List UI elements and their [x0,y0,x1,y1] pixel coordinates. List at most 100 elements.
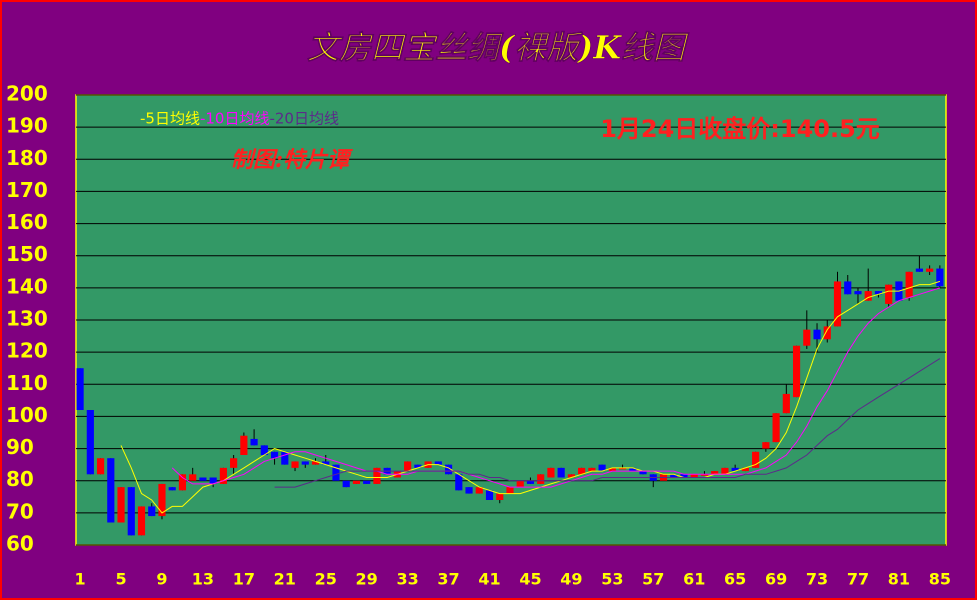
candle-body [485,490,494,500]
candle-body [281,451,289,465]
candle-body [803,329,811,346]
candle-body [260,445,268,455]
candle-body [608,467,616,472]
candle-body [230,458,238,468]
candle-body [96,458,105,475]
candle-body [557,467,565,478]
candle-body [301,461,309,465]
candle-body [588,467,596,472]
candle-body [823,326,831,340]
candle-body [711,471,719,475]
credit: 制图:特片谭 [231,147,354,173]
candle-body [874,291,883,295]
candle-body [598,464,606,472]
x-tick-label: 65 [724,570,746,589]
candle-body [721,467,729,475]
candle-body [578,467,586,475]
candle-body [444,464,453,475]
candle-body [199,477,207,481]
ma-line [274,358,941,488]
candle-body [373,467,381,484]
candle-body [434,461,442,465]
candle-body [854,291,862,295]
candle-body [905,271,913,298]
candle-body [86,410,94,475]
candle-body [455,474,463,491]
candle-body [148,506,156,517]
candle-body [741,467,749,472]
x-tick-label: 17 [233,570,255,589]
chart-title: 文房四宝丝绸(裸版)K线图 [307,29,690,67]
y-tick-label: 70 [6,499,34,523]
x-tick-label: 69 [765,570,787,589]
x-tick-label: 13 [192,570,214,589]
y-tick-label: 130 [6,307,48,331]
candle-body [311,461,320,465]
candle-body [168,487,176,491]
candle-body [670,474,678,478]
candle-body [639,471,647,475]
candle-body [117,487,125,523]
candle-body [158,483,166,517]
candle-body [762,442,770,449]
x-tick-label: 81 [888,570,910,589]
candle-body [772,413,780,443]
candle-body [127,487,135,536]
candle-body [844,281,852,295]
x-tick-label: 57 [642,570,664,589]
x-tick-label: 53 [601,570,623,589]
candle-body [547,467,555,478]
x-tick-label: 41 [478,570,500,589]
x-tick-label: 73 [806,570,828,589]
x-tick-label: 45 [519,570,541,589]
y-tick-label: 150 [6,242,48,266]
candle-body [250,438,258,446]
y-tick-label: 100 [6,403,48,427]
x-tick-label: 77 [847,570,869,589]
y-tick-label: 180 [6,146,48,170]
candle-body [496,493,504,500]
y-tick-label: 170 [6,178,48,202]
candle-body [76,368,84,410]
candle-body [352,480,361,484]
candle-body [465,487,473,494]
candle-body [864,291,872,301]
legend-entry: -10日均线 [200,110,270,128]
x-tick-label: 9 [156,570,167,589]
x-tick-label: 29 [356,570,378,589]
candle-body [792,345,801,398]
legend-entry: -5日均线 [140,110,200,128]
y-tick-label: 60 [6,532,34,556]
ma-line [120,280,941,514]
candle-body [936,268,944,287]
candle-body [414,464,422,468]
candle-body [506,487,514,494]
x-tick-label: 61 [683,570,705,589]
candle-body [567,474,575,478]
candle-body [885,284,893,304]
candle-body [219,467,227,484]
candle-body [270,451,279,459]
candle-body [137,506,146,536]
candle-body [782,393,790,414]
y-tick-label: 200 [6,82,48,106]
x-tick-label: 25 [315,570,337,589]
x-tick-label: 33 [396,570,418,589]
y-tick-label: 90 [6,435,34,459]
candle-body [209,477,217,484]
candle-body [322,461,330,465]
candle-body [516,480,524,488]
x-tick-label: 1 [75,570,86,589]
candle-body [618,467,627,470]
y-tick-label: 140 [6,274,48,298]
candle-body [752,451,760,468]
candle-body [680,474,688,478]
y-tick-label: 190 [6,114,48,138]
candle-body [107,458,115,523]
candle-body [915,268,923,272]
candle-body [526,480,535,484]
ma-line [171,287,941,488]
candle-body [813,329,821,340]
